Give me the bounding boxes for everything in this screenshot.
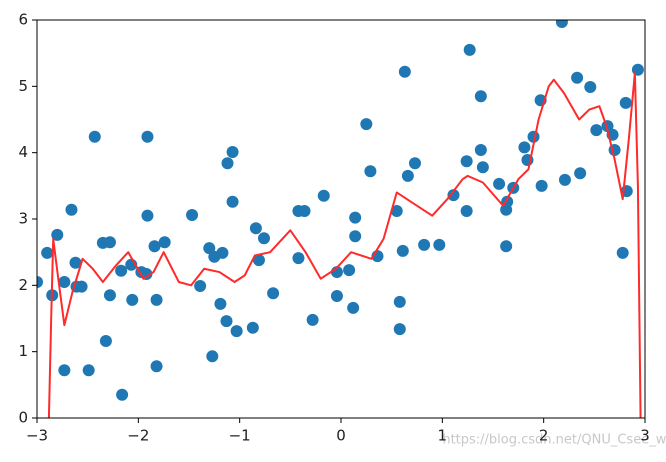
scatter-point — [194, 279, 207, 292]
scatter-point — [393, 323, 406, 336]
scatter-point — [58, 276, 71, 289]
scatter-point — [574, 167, 587, 180]
scatter-point — [590, 124, 603, 137]
scatter-point — [463, 43, 476, 56]
scatter-point — [343, 264, 356, 277]
scatter-point — [518, 141, 531, 154]
scatter-point — [390, 205, 403, 218]
scatter-point — [555, 20, 568, 28]
scatter-point — [364, 165, 377, 178]
x-tick-label: 3 — [640, 427, 650, 445]
y-tick-label: 5 — [18, 77, 28, 95]
y-tick-label: 1 — [18, 342, 28, 360]
scatter-point — [206, 350, 219, 363]
scatter-point — [396, 244, 409, 257]
x-tick-label: 0 — [336, 427, 346, 445]
scatter-point — [493, 177, 506, 190]
scatter-point — [141, 209, 154, 222]
scatter-point — [292, 252, 305, 265]
scatter-point — [88, 130, 101, 143]
scatter-point — [252, 254, 265, 267]
scatter-point — [408, 157, 421, 170]
scatter-point — [257, 232, 270, 245]
x-tick-label: 2 — [539, 427, 549, 445]
scatter-point — [460, 205, 473, 218]
scatter-point — [558, 173, 571, 186]
scatter-point — [116, 388, 129, 401]
scatter-point — [37, 276, 43, 289]
scatter-point — [398, 65, 411, 78]
scatter-point — [126, 293, 139, 306]
plot-area — [37, 20, 644, 418]
scatter-point — [500, 240, 513, 253]
scatter-point — [82, 364, 95, 377]
scatter-point — [347, 301, 360, 314]
scatter-point — [150, 360, 163, 373]
scatter-point — [103, 289, 116, 302]
scatter-point — [226, 195, 239, 208]
y-tick-label: 2 — [18, 276, 28, 294]
scatter-point — [65, 203, 78, 216]
scatter-point — [267, 287, 280, 300]
x-tick-label: −3 — [26, 427, 48, 445]
scatter-point — [220, 315, 233, 328]
scatter-point — [249, 222, 262, 235]
fit-line — [47, 72, 642, 418]
scatter-point — [158, 236, 171, 249]
scatter-point — [230, 325, 243, 338]
scatter-point — [317, 189, 330, 202]
scatter-point — [476, 161, 489, 174]
scatter-point — [246, 321, 259, 334]
scatter-point — [99, 335, 112, 348]
scatter-point — [584, 80, 597, 93]
scatter-point — [298, 205, 311, 218]
scatter-point — [58, 364, 71, 377]
scatter-point — [41, 246, 54, 259]
scatter-point — [619, 96, 632, 109]
y-tick-label: 6 — [18, 11, 28, 29]
scatter-point — [349, 230, 362, 243]
scatter-point — [474, 90, 487, 103]
y-tick-label: 3 — [18, 210, 28, 228]
scatter-point — [115, 264, 128, 277]
scatter-point — [330, 289, 343, 302]
scatter-point — [306, 313, 319, 326]
scatter-point — [226, 146, 239, 159]
scatter-point — [571, 71, 584, 84]
y-tick-label: 4 — [18, 143, 28, 161]
scatter-point — [103, 236, 116, 249]
scatter-point — [460, 155, 473, 168]
x-tick-label: −1 — [229, 427, 251, 445]
scatter-point — [616, 246, 629, 259]
scatter-point — [51, 228, 64, 241]
scatter-point — [474, 144, 487, 157]
scatter-point — [631, 63, 644, 76]
scatter-point — [141, 130, 154, 143]
scatter-point — [349, 211, 362, 224]
scatter-point — [221, 157, 234, 170]
scatter-point — [418, 238, 431, 251]
scatter-point — [75, 280, 88, 293]
x-tick-label: 1 — [438, 427, 448, 445]
watermark: https://blog.csdn.net/QNU_Csee_wly — [442, 433, 666, 448]
scatter-point — [447, 189, 460, 202]
scatter-point — [214, 297, 227, 310]
scatter-point — [433, 238, 446, 251]
scatter-point — [393, 295, 406, 308]
scatter-point — [148, 240, 161, 253]
x-tick-label: −2 — [127, 427, 149, 445]
scatter-point — [150, 293, 163, 306]
scatter-point — [216, 246, 229, 259]
scatter-point — [360, 118, 373, 131]
scatter-point — [535, 179, 548, 192]
scatter-point — [69, 256, 82, 269]
y-tick-label: 0 — [18, 409, 28, 427]
scatter-point — [186, 209, 199, 222]
scatter-point — [401, 169, 414, 182]
